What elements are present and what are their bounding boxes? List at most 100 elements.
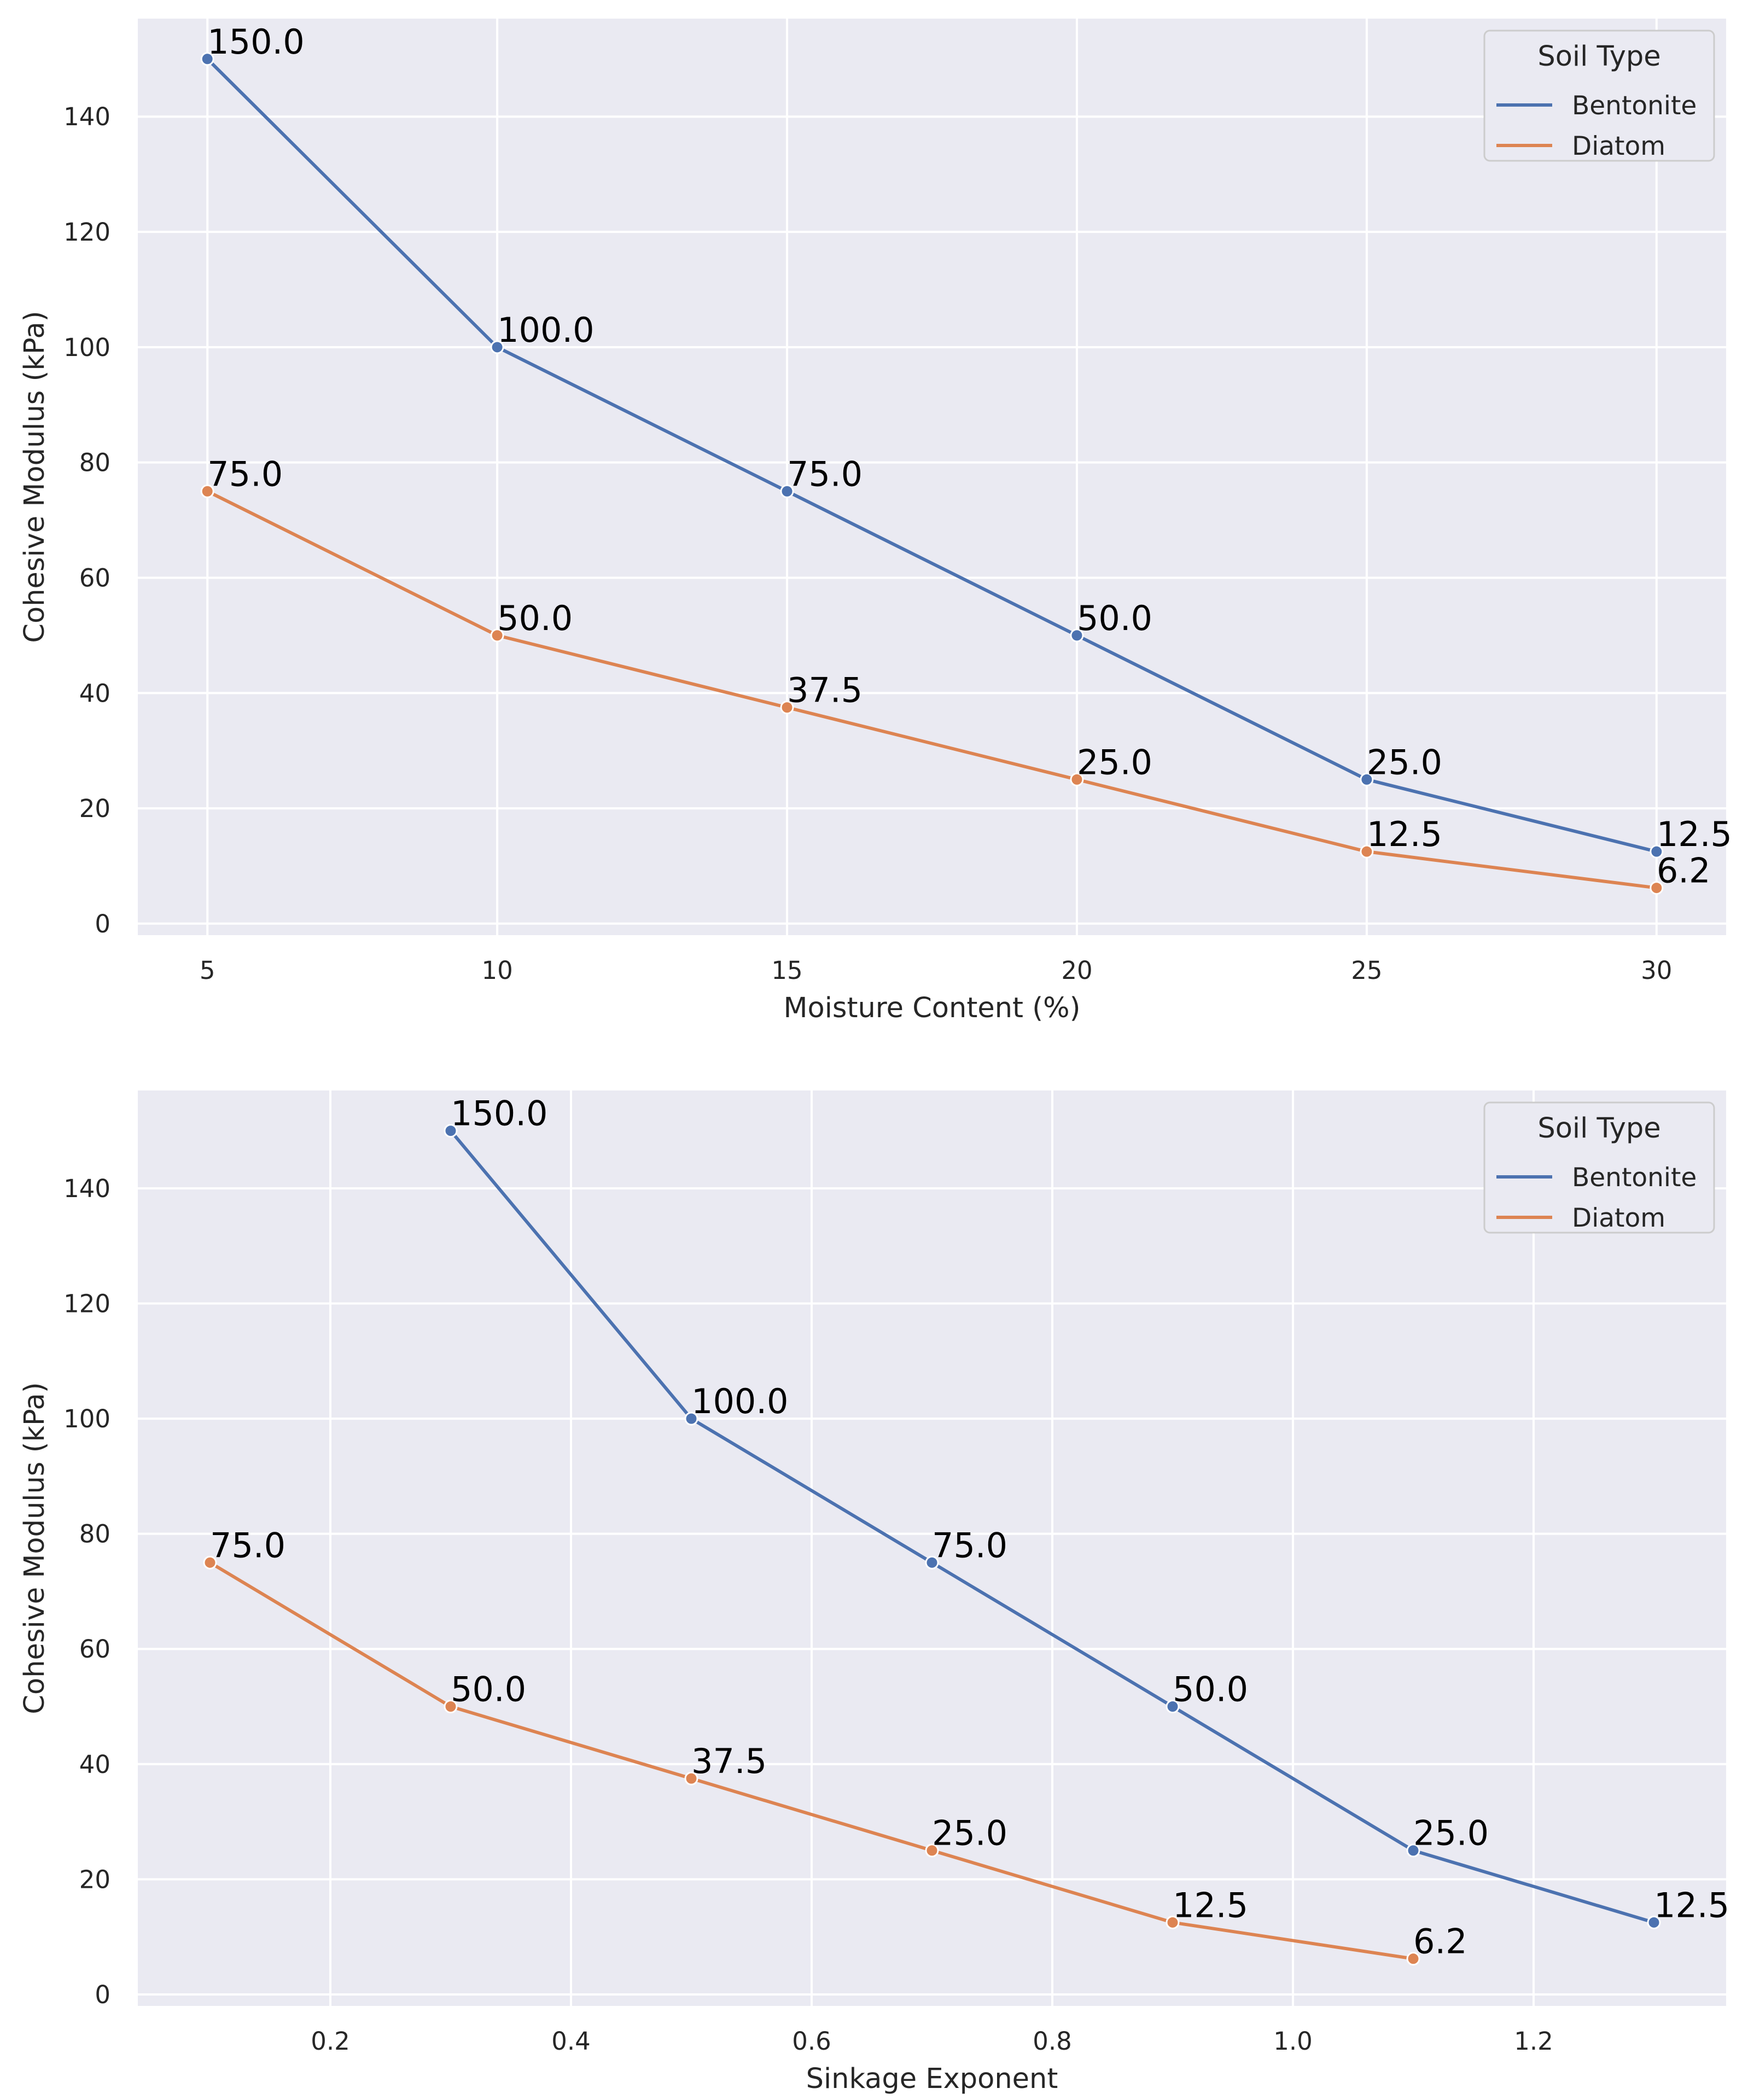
data-point xyxy=(200,52,214,66)
y-tick-label: 140 xyxy=(63,1174,110,1203)
x-tick-label: 0.8 xyxy=(1033,2027,1072,2056)
x-tick-label: 0.4 xyxy=(551,2027,591,2056)
y-tick-label: 120 xyxy=(63,1290,110,1319)
data-point xyxy=(444,1124,458,1138)
y-tick-label: 100 xyxy=(63,1404,110,1433)
data-label: 12.5 xyxy=(1657,814,1732,854)
legend: Soil Type Bentonite Diatom xyxy=(1483,1101,1715,1234)
y-tick-label: 80 xyxy=(79,448,110,477)
data-point xyxy=(1650,881,1664,895)
legend-title: Soil Type xyxy=(1537,1112,1660,1145)
data-point xyxy=(684,1411,698,1426)
legend-title: Soil Type xyxy=(1537,40,1660,73)
x-tick-label: 0.6 xyxy=(792,2027,831,2056)
y-tick-label: 140 xyxy=(63,102,110,131)
data-label: 6.2 xyxy=(1657,851,1711,891)
legend-label-diatom: Diatom xyxy=(1572,1203,1665,1233)
x-tick-label: 30 xyxy=(1641,956,1672,985)
data-label: 100.0 xyxy=(691,1381,789,1421)
y-tick-label: 60 xyxy=(79,1635,110,1664)
data-label: 12.5 xyxy=(1654,1885,1729,1925)
data-point xyxy=(203,1555,217,1570)
y-tick-label: 100 xyxy=(63,333,110,362)
y-tick-label: 80 xyxy=(79,1520,110,1549)
data-label: 150.0 xyxy=(451,1094,548,1134)
data-label: 37.5 xyxy=(787,670,863,710)
legend-label-bentonite: Bentonite xyxy=(1572,1163,1697,1193)
data-label: 75.0 xyxy=(787,454,863,494)
y-tick-label: 120 xyxy=(63,218,110,247)
data-label: 75.0 xyxy=(207,454,283,494)
x-tick-label: 1.2 xyxy=(1514,2027,1553,2056)
data-point xyxy=(490,628,504,643)
series-line xyxy=(449,1129,1656,1924)
data-point xyxy=(925,1555,939,1570)
data-point xyxy=(925,1844,939,1858)
x-tick-label: 20 xyxy=(1061,956,1092,985)
data-label: 100.0 xyxy=(497,310,595,350)
data-label: 37.5 xyxy=(691,1741,767,1781)
data-point xyxy=(684,1771,698,1786)
data-label: 25.0 xyxy=(1077,742,1152,782)
data-label: 50.0 xyxy=(1077,598,1152,638)
series-bentonite: 150.0 100.0 75.0 50.0 25.0 12.5 xyxy=(444,1094,1729,1929)
chart-2: 0 20 40 60 80 100 120 140 0.2 0.4 0.6 0.8 1.0 1.2 Sink… xyxy=(19,1090,1729,2095)
legend: Soil Type Bentonite Diatom xyxy=(1483,30,1715,162)
data-point xyxy=(1360,844,1374,859)
y-tick-label: 60 xyxy=(79,563,110,592)
data-label: 25.0 xyxy=(1413,1813,1489,1853)
data-label: 25.0 xyxy=(1367,742,1442,782)
data-label: 12.5 xyxy=(1173,1885,1248,1925)
x-tick-label: 25 xyxy=(1351,956,1382,985)
data-label: 6.2 xyxy=(1413,1922,1467,1962)
data-label: 50.0 xyxy=(497,598,573,638)
data-point xyxy=(1070,628,1084,643)
legend-label-bentonite: Bentonite xyxy=(1572,91,1697,121)
x-axis-label: Moisture Content (%) xyxy=(784,992,1081,1024)
data-label: 25.0 xyxy=(932,1813,1007,1853)
series-diatom: 75.0 50.0 37.5 25.0 12.5 6.2 xyxy=(200,454,1711,895)
data-point xyxy=(1166,1700,1180,1714)
data-point xyxy=(1360,772,1374,786)
series-diatom: 75.0 50.0 37.5 25.0 12.5 6.2 xyxy=(203,1525,1467,1966)
data-label: 12.5 xyxy=(1367,814,1442,854)
data-point xyxy=(444,1700,458,1714)
data-point xyxy=(1650,844,1664,859)
x-tick-label: 15 xyxy=(771,956,802,985)
y-tick-label: 20 xyxy=(79,794,110,823)
series-line xyxy=(206,489,1658,890)
legend-frame xyxy=(1483,30,1715,162)
x-tick-label: 0.2 xyxy=(311,2027,350,2056)
data-point xyxy=(780,484,794,498)
y-tick-label: 40 xyxy=(79,1750,110,1779)
data-point xyxy=(1406,1844,1420,1858)
data-point xyxy=(200,484,214,498)
data-point xyxy=(1070,772,1084,786)
data-label: 75.0 xyxy=(932,1525,1007,1565)
data-label: 50.0 xyxy=(451,1670,526,1710)
plot-area xyxy=(138,19,1726,935)
legend-frame xyxy=(1483,1101,1715,1234)
x-tick-label: 1.0 xyxy=(1273,2027,1313,2056)
data-point xyxy=(490,340,504,354)
y-tick-label: 20 xyxy=(79,1865,110,1894)
data-label: 75.0 xyxy=(210,1525,285,1565)
series-line xyxy=(206,57,1658,854)
x-axis-label: Sinkage Exponent xyxy=(806,2063,1058,2095)
data-point xyxy=(1647,1915,1661,1929)
data-point xyxy=(1406,1952,1420,1966)
data-point xyxy=(1166,1915,1180,1929)
y-tick-label: 0 xyxy=(95,1980,110,2009)
x-tick-label: 10 xyxy=(481,956,512,985)
chart-1: 0 20 40 60 80 100 120 140 5 10 15 20 25 30 Moisture Co… xyxy=(19,19,1732,1024)
y-tick-label: 40 xyxy=(79,679,110,708)
series-line xyxy=(208,1561,1415,1961)
series-bentonite: 150.0 100.0 75.0 50.0 25.0 12.5 xyxy=(200,22,1732,859)
legend-label-diatom: Diatom xyxy=(1572,131,1665,161)
y-axis-label: Cohesive Modulus (kPa) xyxy=(19,311,51,643)
data-label: 50.0 xyxy=(1173,1670,1248,1710)
y-tick-label: 0 xyxy=(95,909,110,938)
y-axis-label: Cohesive Modulus (kPa) xyxy=(19,1382,51,1714)
data-point xyxy=(780,701,794,715)
